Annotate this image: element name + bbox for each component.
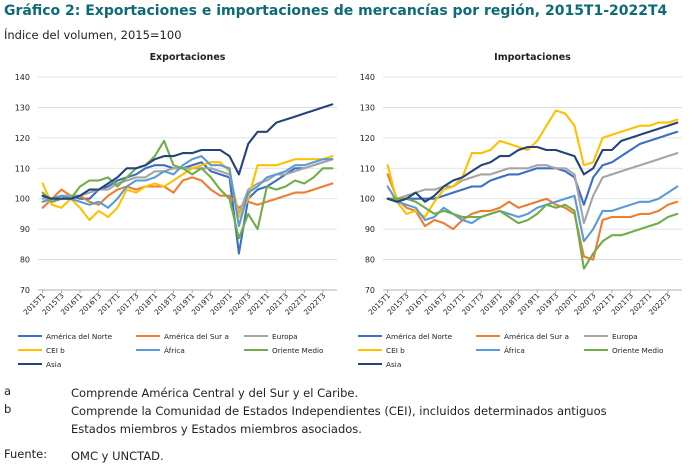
footnote-a-text: Comprende América Central y del Sur y el… (71, 386, 359, 400)
exports-legend-label: Asia (46, 360, 62, 369)
imports-y-tick-label: 120 (360, 134, 375, 143)
imports-legend-swatch (476, 349, 500, 351)
exports-series-america-del-sur-a (41, 176, 334, 209)
exports-legend-swatch (18, 335, 42, 337)
footnote-b-label: b (4, 402, 12, 416)
imports-legend-label: América del Sur a (504, 332, 569, 341)
exports-y-tick-label: 130 (15, 103, 30, 112)
footnote-b-text: Comprende la Comunidad de Estados Indepe… (71, 404, 607, 418)
exports-legend-label: América del Sur a (164, 332, 229, 341)
imports-legend-swatch (584, 335, 608, 337)
imports-y-tick-label: 100 (360, 195, 375, 204)
footnote-b-continued: Estados miembros y Estados miembros asoc… (4, 420, 694, 438)
exports-y-tick-label: 70 (20, 286, 30, 295)
imports-y-tick-label: 80 (365, 256, 375, 265)
imports-legend-label: África (504, 346, 525, 355)
exports-legend-swatch (18, 363, 42, 365)
figure-subtitle: Índice del volumen, 2015=100 (4, 28, 182, 42)
exports-legend-swatch (244, 335, 268, 337)
imports-y-tick-label: 130 (360, 103, 375, 112)
imports-legend-item-asia: Asia (358, 360, 401, 369)
imports-y-tick-label: 90 (365, 225, 375, 234)
imports-legend-item-europa: Europa (584, 332, 638, 341)
exports-legend-swatch (136, 335, 160, 337)
exports-legend: América del Norte América del Sur a Europa… (18, 332, 338, 374)
imports-series-asia (386, 121, 679, 203)
exports-legend-item-europa: Europa (244, 332, 298, 341)
exports-y-tick-label: 80 (20, 256, 30, 265)
exports-chart: Exportaciones7080901001101201301402015T1… (15, 52, 337, 317)
imports-y-tick-label: 140 (360, 73, 375, 82)
exports-y-tick-label: 140 (15, 73, 30, 82)
imports-series-europa (386, 152, 679, 225)
source-label: Fuente: (4, 447, 48, 461)
exports-legend-label: Oriente Medio (272, 346, 324, 355)
source-note: Fuente: OMC y UNCTAD. (4, 447, 694, 465)
exports-series-europa (41, 158, 334, 215)
imports-series-africa (386, 185, 679, 243)
exports-y-tick-label: 90 (20, 225, 30, 234)
imports-legend-label: Europa (612, 332, 638, 341)
figure-title: Gráfico 2: Exportaciones e importaciones… (4, 3, 668, 19)
exports-legend-item-america-del-sur-a: América del Sur a (136, 332, 229, 341)
imports-series-cei-b (386, 109, 679, 219)
exports-legend-label: América del Norte (46, 332, 113, 341)
imports-chart: Importaciones7080901001101201301402015T1… (360, 52, 682, 317)
exports-legend-item-cei-b: CEI b (18, 346, 65, 355)
source-text: OMC y UNCTAD. (71, 449, 164, 463)
exports-y-tick-label: 100 (15, 195, 30, 204)
exports-series-africa (41, 155, 334, 228)
exports-legend-swatch (244, 349, 268, 351)
imports-y-tick-label: 110 (360, 164, 375, 173)
imports-legend-label: CEI b (386, 346, 405, 355)
imports-legend-label: Asia (386, 360, 402, 369)
exports-legend-label: Europa (272, 332, 298, 341)
imports-legend-item-cei-b: CEI b (358, 346, 405, 355)
exports-series-asia (41, 103, 334, 200)
imports-legend-swatch (358, 363, 382, 365)
imports-y-tick-label: 70 (365, 286, 375, 295)
footnote-a-label: a (4, 384, 12, 398)
imports-legend-swatch (358, 335, 382, 337)
imports-legend-swatch (358, 349, 382, 351)
imports-panel-title: Importaciones (494, 52, 571, 63)
exports-legend-item-america-del-norte: América del Norte (18, 332, 112, 341)
exports-legend-swatch (18, 349, 42, 351)
imports-legend-item-america-del-sur-a: América del Sur a (476, 332, 569, 341)
imports-legend-swatch (584, 349, 608, 351)
imports-legend-label: América del Norte (386, 332, 453, 341)
imports-legend: América del Norte América del Sur a Europa… (358, 332, 688, 374)
exports-legend-label: África (164, 346, 185, 355)
footnote-b-continued-text: Estados miembros y Estados miembros asoc… (71, 422, 362, 436)
imports-legend-item-oriente-medio: Oriente Medio (584, 346, 663, 355)
exports-y-tick-label: 110 (15, 164, 30, 173)
exports-legend-item-asia: Asia (18, 360, 61, 369)
imports-series-oriente-medio (386, 197, 679, 270)
exports-series-oriente-medio (41, 139, 334, 240)
footnote-b: b Comprende la Comunidad de Estados Inde… (4, 402, 694, 420)
exports-legend-label: CEI b (46, 346, 65, 355)
imports-legend-label: Oriente Medio (612, 346, 664, 355)
exports-y-tick-label: 120 (15, 134, 30, 143)
exports-panel-title: Exportaciones (150, 52, 226, 63)
imports-legend-item-america-del-norte: América del Norte (358, 332, 452, 341)
imports-legend-swatch (476, 335, 500, 337)
imports-legend-item-africa: África (476, 346, 525, 355)
exports-legend-item-oriente-medio: Oriente Medio (244, 346, 323, 355)
footnote-a: a Comprende América Central y del Sur y … (4, 384, 694, 402)
exports-legend-item-africa: África (136, 346, 185, 355)
imports-series-america-del-sur-a (386, 173, 679, 261)
exports-legend-swatch (136, 349, 160, 351)
